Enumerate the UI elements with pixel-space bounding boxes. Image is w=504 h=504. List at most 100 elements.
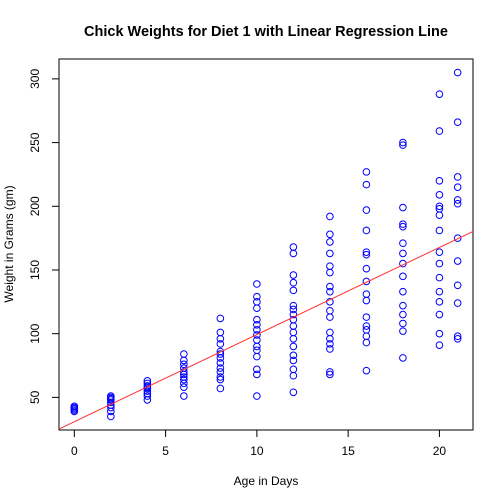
data-point xyxy=(216,368,225,376)
data-point xyxy=(453,281,462,290)
data-point xyxy=(399,310,407,319)
data-point xyxy=(289,356,298,365)
data-point xyxy=(180,350,188,358)
y-axis-label: Weight in Grams (gm) xyxy=(2,185,16,302)
data-point xyxy=(362,226,371,235)
data-point xyxy=(435,273,444,282)
data-point xyxy=(253,352,261,361)
y-tick-label: 300 xyxy=(28,69,42,89)
data-point xyxy=(180,392,188,400)
data-point xyxy=(180,360,188,369)
data-point xyxy=(180,373,188,381)
x-axis: 0 5 10 15 20 xyxy=(71,430,446,458)
data-point xyxy=(289,342,298,351)
y-tick-label: 250 xyxy=(28,132,42,152)
data-point xyxy=(362,296,371,305)
data-point xyxy=(253,315,261,324)
data-point xyxy=(362,322,371,330)
data-point xyxy=(326,306,334,315)
data-point xyxy=(180,375,188,384)
data-point xyxy=(435,226,444,235)
data-point xyxy=(435,259,444,268)
data-point xyxy=(289,305,298,314)
data-point xyxy=(326,345,334,353)
data-point xyxy=(143,377,152,385)
data-point xyxy=(399,327,407,335)
data-point xyxy=(399,249,407,258)
scatter-points xyxy=(70,68,462,421)
data-point xyxy=(399,239,407,248)
data-point xyxy=(253,370,261,379)
data-point xyxy=(289,310,298,319)
data-point xyxy=(435,211,444,219)
chart-title: Chick Weights for Diet 1 with Linear Reg… xyxy=(84,24,448,40)
y-tick-label: 200 xyxy=(28,196,42,216)
y-tick-label: 150 xyxy=(28,260,42,280)
data-point xyxy=(453,234,462,242)
data-point xyxy=(253,280,261,288)
data-point xyxy=(289,243,298,251)
data-point xyxy=(453,332,462,341)
data-point xyxy=(326,238,334,246)
x-tick-label: 20 xyxy=(433,444,447,458)
data-point xyxy=(253,304,261,313)
data-point xyxy=(216,364,225,372)
data-point xyxy=(143,387,152,395)
data-point xyxy=(362,168,371,176)
data-point xyxy=(453,199,462,208)
data-point xyxy=(435,329,444,338)
data-point xyxy=(253,292,261,301)
data-point xyxy=(362,290,371,298)
data-point xyxy=(453,196,462,204)
data-point xyxy=(435,310,444,319)
data-point xyxy=(362,206,371,214)
data-point xyxy=(453,173,462,181)
data-point xyxy=(362,326,371,334)
data-point xyxy=(216,334,225,343)
data-point xyxy=(399,141,407,149)
data-point xyxy=(289,315,298,324)
data-point xyxy=(289,278,298,287)
data-point xyxy=(435,202,444,211)
data-point xyxy=(107,407,115,416)
data-point xyxy=(216,328,225,337)
data-point xyxy=(216,384,225,393)
data-point xyxy=(289,388,298,397)
data-point xyxy=(107,412,115,421)
data-point xyxy=(399,287,407,296)
data-point xyxy=(362,248,371,256)
data-point xyxy=(435,191,444,199)
data-point xyxy=(453,118,462,126)
data-point xyxy=(453,257,462,265)
data-point xyxy=(435,341,444,349)
data-point xyxy=(399,319,407,328)
data-point xyxy=(253,346,261,355)
data-point xyxy=(289,271,298,279)
data-point xyxy=(289,322,298,330)
data-point xyxy=(216,340,225,348)
data-point xyxy=(289,351,298,360)
data-point xyxy=(362,332,371,341)
data-point xyxy=(216,359,225,367)
data-point xyxy=(453,68,462,77)
data-point xyxy=(180,383,188,391)
x-tick-label: 10 xyxy=(250,444,264,458)
data-point xyxy=(435,176,444,185)
data-point xyxy=(399,203,407,212)
data-point xyxy=(326,249,334,258)
data-point xyxy=(435,90,444,98)
data-point xyxy=(289,328,298,337)
data-point xyxy=(453,183,462,191)
data-point xyxy=(253,336,261,344)
data-point xyxy=(326,282,334,291)
data-point xyxy=(289,249,298,258)
data-point xyxy=(399,301,407,310)
data-point xyxy=(326,287,334,296)
data-point xyxy=(362,366,371,375)
data-point xyxy=(326,340,334,348)
data-point xyxy=(435,287,444,296)
data-point xyxy=(143,382,152,390)
data-point xyxy=(216,373,225,381)
x-tick-label: 5 xyxy=(162,444,169,458)
